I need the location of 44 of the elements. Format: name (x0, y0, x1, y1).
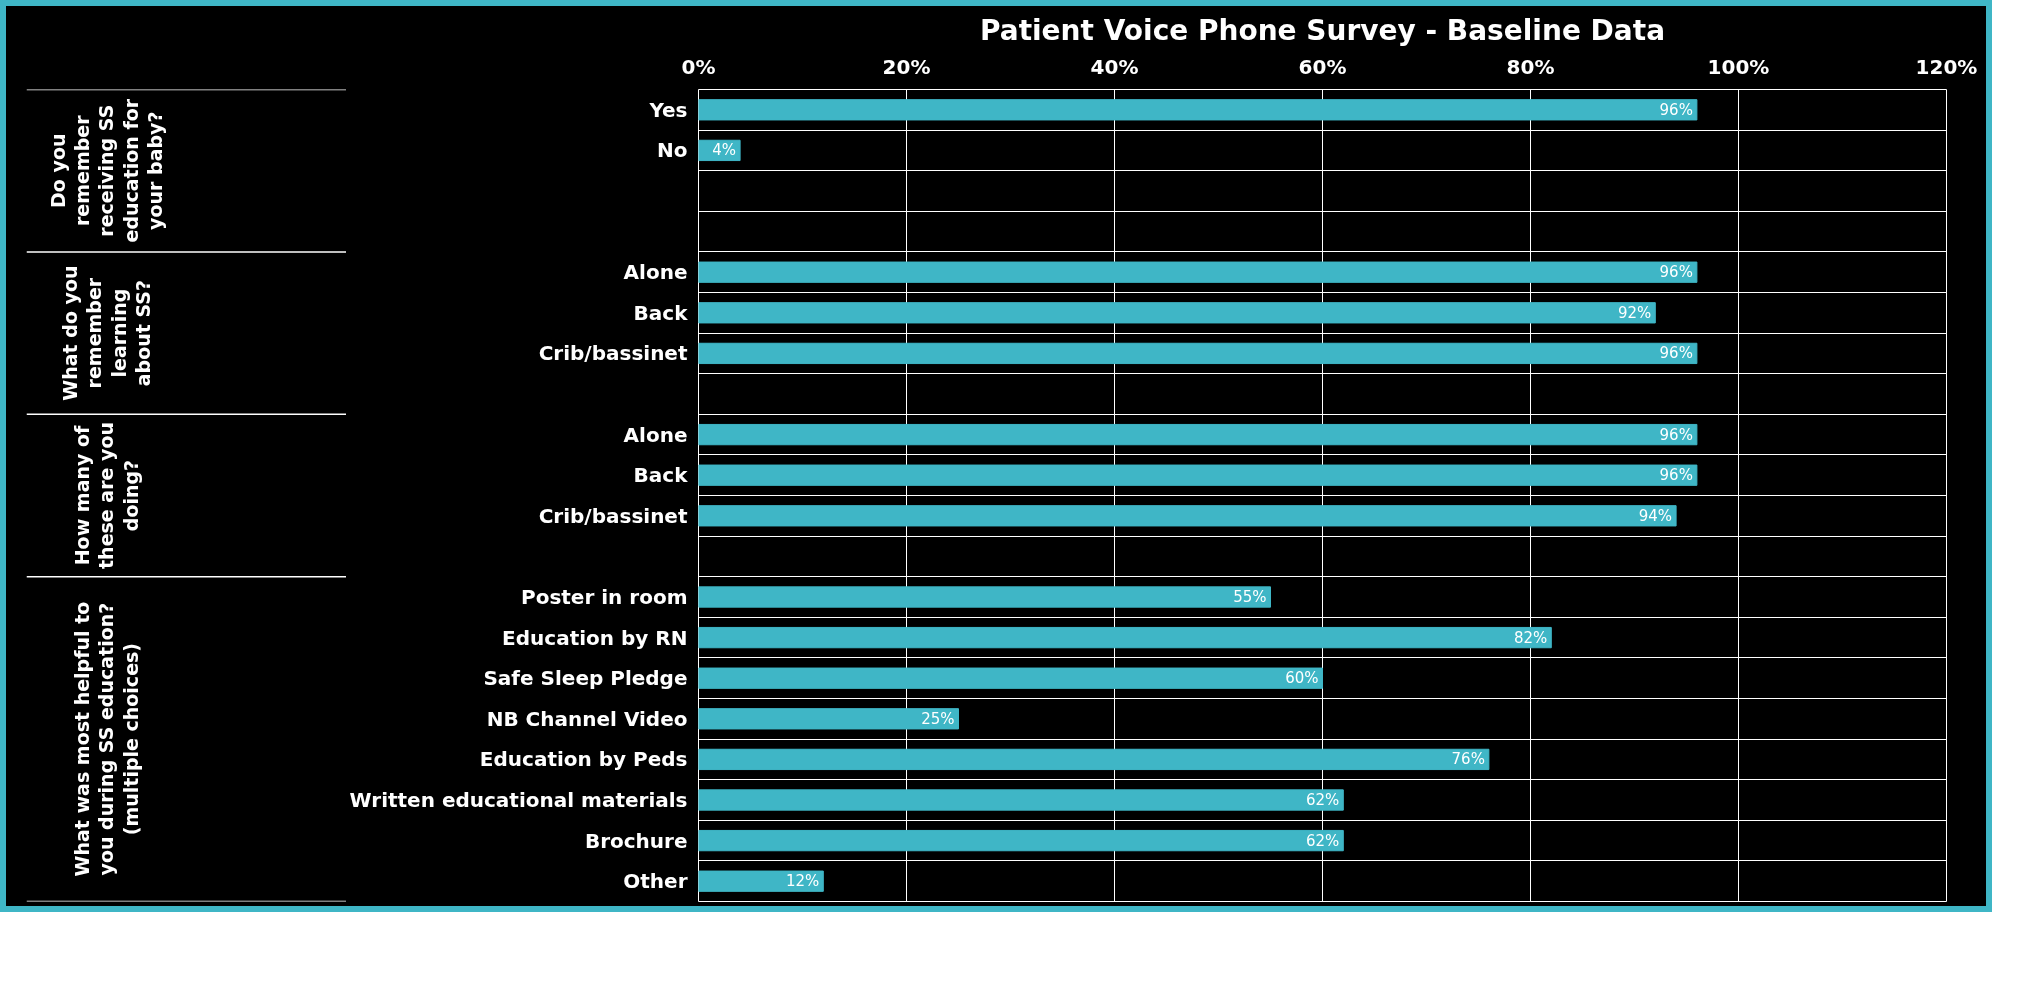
data-label: 96% (1659, 344, 1693, 363)
y-tick-label: Crib/bassinet (538, 341, 688, 366)
y-tick-label: No (657, 138, 688, 163)
x-tick-label: 80% (1506, 54, 1555, 79)
x-tick-label: 20% (882, 54, 931, 79)
y-tick-label: Crib/bassinet (538, 503, 688, 528)
data-label: 55% (1233, 588, 1267, 606)
data-label: 76% (1451, 750, 1485, 769)
y-tick-label: Education by RN (502, 625, 688, 650)
data-label: 25% (921, 709, 955, 728)
y-tick-label: Yes (648, 97, 688, 122)
data-label: 12% (785, 872, 820, 891)
x-tick-label: 40% (1090, 54, 1139, 79)
y-tick-label: Alone (623, 422, 688, 447)
x-tick-label: 60% (1298, 54, 1347, 79)
text: What was most helpful to you during SS education? (multiple choices) (71, 601, 142, 877)
chart-title: Patient Voice Phone Survey - Baseline Data (979, 13, 1666, 47)
y-tick-label: Other (623, 869, 688, 894)
x-tick-label: 100% (1707, 54, 1770, 79)
data-label: 96% (1659, 263, 1693, 282)
text: How many of these are you doing? (71, 422, 142, 569)
data-label: 82% (1513, 628, 1548, 647)
data-label: 62% (1305, 831, 1340, 850)
text: Do you remember receiving SS education for your baby? (47, 98, 166, 243)
y-tick-label: Poster in room (521, 585, 688, 609)
data-label: 96% (1659, 466, 1693, 485)
y-tick-label: Education by Peds (479, 747, 688, 772)
data-label: 94% (1638, 506, 1673, 525)
data-label: 96% (1659, 100, 1693, 119)
y-tick-label: NB Channel Video (486, 706, 688, 731)
x-tick-label: 120% (1915, 54, 1978, 79)
data-label: 92% (1617, 303, 1652, 322)
x-tick-label: 0% (681, 54, 716, 79)
data-label: 96% (1659, 425, 1693, 444)
y-tick-label: Alone (623, 260, 688, 285)
data-label: 60% (1285, 669, 1319, 688)
y-tick-label: Brochure (584, 828, 688, 853)
y-tick-label: Back (633, 300, 689, 325)
y-tick-label: Back (633, 463, 689, 488)
text: What do you remember learning about SS? (59, 265, 154, 401)
y-tick-label: Safe Sleep Pledge (483, 666, 688, 691)
y-tick-label: Written educational materials (349, 788, 688, 812)
data-label: 62% (1305, 791, 1340, 809)
data-label: 4% (712, 141, 737, 160)
